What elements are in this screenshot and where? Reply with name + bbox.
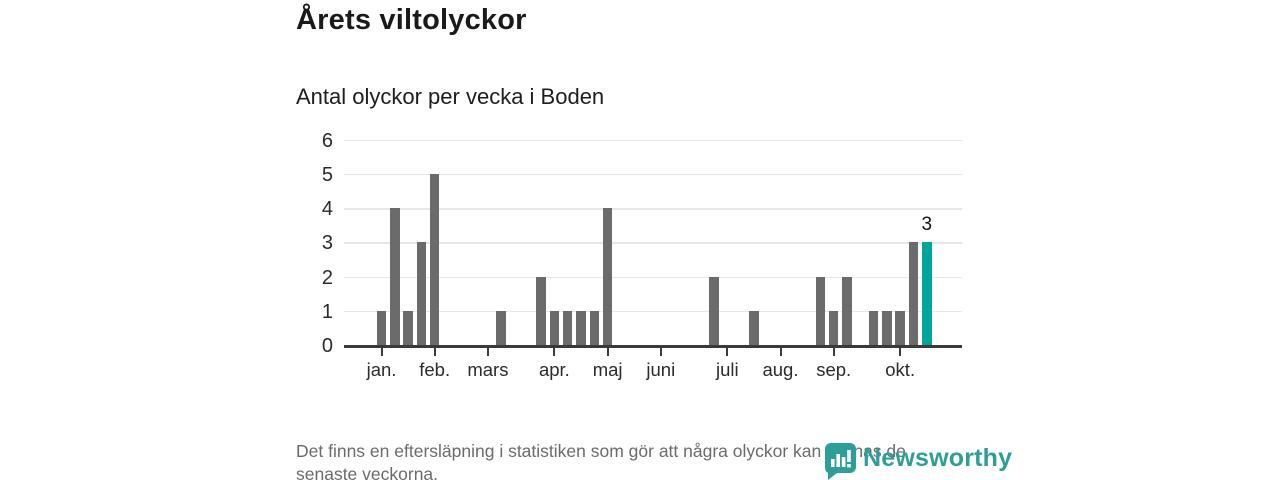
bar <box>549 310 560 345</box>
x-tick-label: sep. <box>816 359 852 380</box>
y-tick-label: 1 <box>321 300 333 323</box>
highlighted-bar-value-label: 3 <box>921 214 933 236</box>
x-tick <box>486 348 489 356</box>
highlighted-bar <box>922 242 932 345</box>
bar <box>709 276 719 345</box>
x-tick-label: apr. <box>538 359 570 380</box>
newsworthy-marker-bar-chart-icon <box>825 443 856 480</box>
gridline <box>344 139 962 141</box>
y-tick-label: 6 <box>321 129 333 152</box>
x-tick-label: juni <box>646 359 676 380</box>
bar <box>536 276 546 345</box>
x-tick <box>899 348 902 356</box>
x-axis-line <box>344 345 962 348</box>
y-tick-label: 3 <box>321 232 333 255</box>
y-tick-label: 5 <box>321 163 333 186</box>
bar <box>842 276 852 345</box>
x-tick <box>659 348 662 356</box>
x-tick-label: mars <box>467 359 509 380</box>
x-tick <box>433 348 436 356</box>
bar <box>390 208 400 345</box>
y-tick-label: 2 <box>321 266 333 289</box>
bar <box>576 310 586 345</box>
bar <box>815 276 826 345</box>
bar <box>496 310 506 345</box>
footer-note-line1: Det finns en eftersläpning i statistiken… <box>296 441 906 461</box>
bar <box>602 208 613 345</box>
bar <box>562 310 573 345</box>
bar <box>749 310 759 345</box>
x-tick <box>832 348 835 356</box>
gridline <box>344 310 962 313</box>
x-tick-label: jan. <box>366 359 397 380</box>
bar <box>895 310 905 345</box>
bar <box>828 310 839 345</box>
gridline <box>344 276 962 278</box>
x-tick <box>726 348 729 356</box>
bar <box>429 173 440 345</box>
x-tick <box>380 348 383 356</box>
chart-title: Årets viltolyckor <box>296 4 527 36</box>
newsworthy-logo: Newsworthy <box>824 442 1012 480</box>
x-tick-label: feb. <box>419 359 451 380</box>
x-tick-label: maj <box>592 359 623 380</box>
gridline <box>344 173 962 176</box>
x-tick-label: okt. <box>885 359 916 380</box>
x-tick <box>553 348 556 356</box>
chart-subtitle: Antal olyckor per vecka i Boden <box>296 84 605 109</box>
newsworthy-logo-text: Newsworthy <box>863 444 1013 472</box>
y-tick-label: 0 <box>321 335 333 357</box>
footer-note-line2: senaste veckorna. <box>296 464 439 480</box>
bar <box>589 310 600 345</box>
bar <box>868 310 879 345</box>
x-tick <box>606 348 609 356</box>
gridline <box>344 242 962 244</box>
bar <box>403 310 413 345</box>
bar <box>882 310 892 345</box>
y-tick-label: 4 <box>321 198 333 220</box>
bar <box>376 310 387 345</box>
x-tick <box>779 348 782 356</box>
footer-note: Det finns en eftersläpning i statistiken… <box>296 440 996 480</box>
x-tick-label: juli <box>715 359 739 380</box>
gridline <box>344 208 962 210</box>
bar <box>908 242 919 345</box>
bar <box>416 242 427 345</box>
x-tick-label: aug. <box>762 359 799 380</box>
